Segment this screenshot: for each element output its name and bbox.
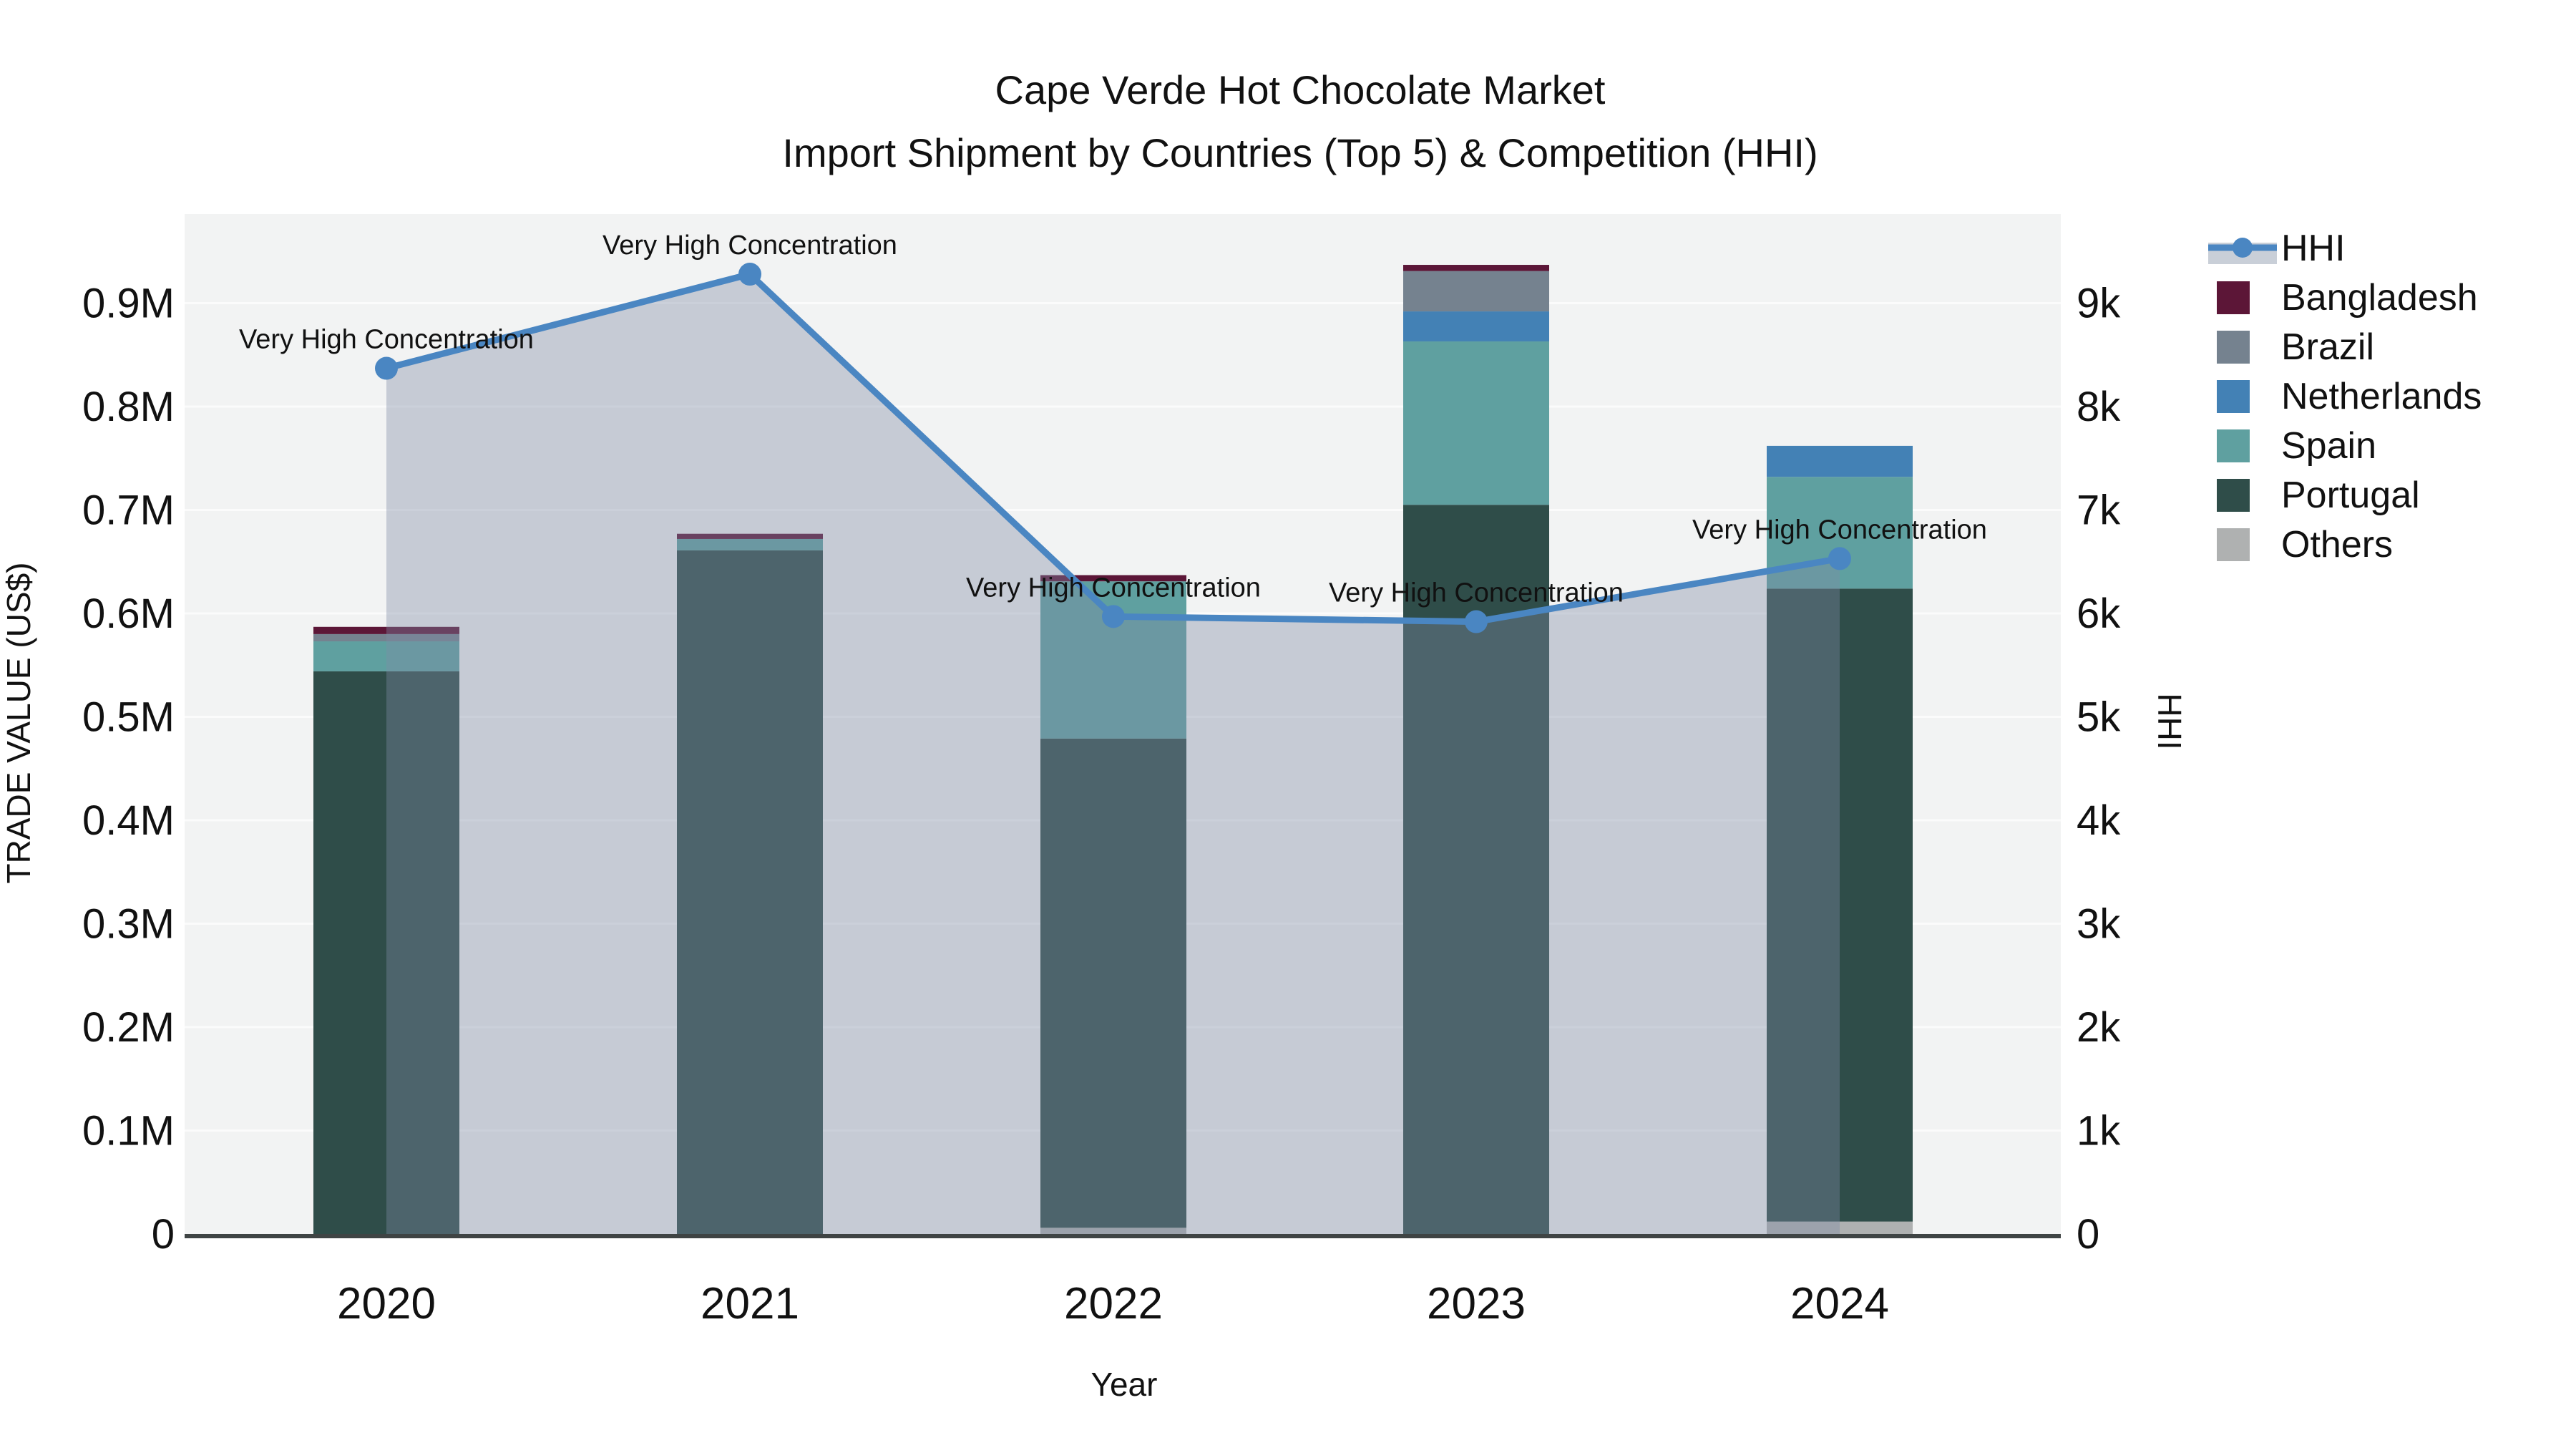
x-tick-2024: 2024 <box>1790 1279 1889 1328</box>
tick-labels-layer: 0 0.1M 0.2M 0.3M 0.4M 0.5M 0.6M 0.7M 0.8M 0.9M 0 1k… <box>82 281 2121 1329</box>
hhi-area-fill <box>386 274 1840 1234</box>
bar-segment-2022-bangladesh[interactable] <box>1040 575 1186 582</box>
y-left-tick-0.3M: 0.3M <box>82 901 175 948</box>
legend-item-others[interactable]: Others <box>2217 524 2393 565</box>
legend-swatch-others <box>2217 528 2250 561</box>
legend-label-brazil: Brazil <box>2281 326 2374 368</box>
legend-item-hhi[interactable]: HHI <box>2208 228 2346 269</box>
x-axis-line <box>185 1234 2061 1238</box>
bar-segment-2023-bangladesh[interactable] <box>1403 265 1549 271</box>
axis-layer <box>185 1234 2061 1238</box>
y-right-tick-1k: 1k <box>2077 1108 2121 1155</box>
y-right-tick-8k: 8k <box>2077 384 2121 430</box>
bar-segment-2020-spain[interactable] <box>313 641 459 671</box>
hhi-area-layer <box>386 274 1840 1234</box>
y-left-tick-0.2M: 0.2M <box>82 1004 175 1051</box>
bar-segment-2021-bangladesh[interactable] <box>677 533 823 539</box>
annotation-2020: Very High Concentration <box>239 325 534 355</box>
y-left-tick-0.9M: 0.9M <box>82 281 175 327</box>
y-right-axis-title: HHI <box>2151 693 2188 749</box>
bar-segment-2020-brazil[interactable] <box>313 633 459 642</box>
chart-subtitle: Import Shipment by Countries (Top 5) & C… <box>782 130 1818 175</box>
y-left-tick-0.4M: 0.4M <box>82 797 175 844</box>
hhi-marker-2022[interactable] <box>1102 605 1125 628</box>
legend-item-portugal[interactable]: Portugal <box>2217 475 2420 516</box>
bar-segment-2023-brazil[interactable] <box>1403 271 1549 312</box>
hhi-marker-2021[interactable] <box>738 263 761 286</box>
legend-swatch-netherlands <box>2217 380 2250 413</box>
hhi-marker-2024[interactable] <box>1828 547 1851 570</box>
y-right-tick-5k: 5k <box>2077 694 2121 741</box>
bar-segment-2024-portugal[interactable] <box>1767 588 1913 1222</box>
bar-segment-2022-portugal[interactable] <box>1040 738 1186 1228</box>
legend-item-netherlands[interactable]: Netherlands <box>2217 376 2482 417</box>
y-left-tick-0.8M: 0.8M <box>82 384 175 430</box>
bar-segment-2023-spain[interactable] <box>1403 341 1549 505</box>
bars-layer <box>313 265 1913 1234</box>
x-tick-2020: 2020 <box>337 1279 436 1328</box>
bar-segment-2022-others[interactable] <box>1040 1228 1186 1234</box>
bar-segment-2024-others[interactable] <box>1767 1221 1913 1234</box>
hhi-marker-2020[interactable] <box>375 356 398 380</box>
hhi-line-layer <box>375 263 1851 633</box>
y-left-tick-0.5M: 0.5M <box>82 694 175 741</box>
y-left-tick-0.7M: 0.7M <box>82 487 175 534</box>
legend-label-bangladesh: Bangladesh <box>2281 277 2478 319</box>
y-right-tick-4k: 4k <box>2077 797 2121 844</box>
bar-segment-2020-portugal[interactable] <box>313 671 459 1234</box>
legend-label-netherlands: Netherlands <box>2281 376 2482 417</box>
y-left-tick-0: 0 <box>152 1211 175 1258</box>
bar-segment-2024-netherlands[interactable] <box>1767 445 1913 477</box>
chart-title: Cape Verde Hot Chocolate Market <box>995 67 1606 112</box>
legend-label-portugal: Portugal <box>2281 475 2420 516</box>
legend-item-spain[interactable]: Spain <box>2217 425 2376 467</box>
legend-swatch-bangladesh <box>2217 281 2250 314</box>
bar-segment-2023-netherlands[interactable] <box>1403 311 1549 341</box>
legend-label-hhi: HHI <box>2281 228 2346 269</box>
y-right-tick-9k: 9k <box>2077 281 2121 327</box>
annotation-2022: Very High Concentration <box>966 573 1261 603</box>
legend-label-spain: Spain <box>2281 425 2376 467</box>
bar-segment-2021-portugal[interactable] <box>677 550 823 1234</box>
legend-hhi-marker <box>2233 238 2253 258</box>
x-tick-2021: 2021 <box>701 1279 799 1328</box>
y-right-tick-6k: 6k <box>2077 591 2121 637</box>
legend: HHI Bangladesh Brazil Netherlands Spain Portu… <box>2208 228 2482 565</box>
y-left-tick-0.6M: 0.6M <box>82 591 175 637</box>
legend-swatch-portugal <box>2217 479 2250 512</box>
x-tick-2022: 2022 <box>1064 1279 1163 1328</box>
annotation-2024: Very High Concentration <box>1692 515 1987 545</box>
y-left-tick-0.1M: 0.1M <box>82 1108 175 1155</box>
legend-swatch-spain <box>2217 429 2250 462</box>
legend-item-bangladesh[interactable]: Bangladesh <box>2217 277 2478 319</box>
y-right-tick-3k: 3k <box>2077 901 2121 948</box>
bar-segment-2021-spain[interactable] <box>677 538 823 550</box>
bar-segment-2020-bangladesh[interactable] <box>313 626 459 634</box>
y-left-axis-title: TRADE VALUE (US$) <box>0 562 37 883</box>
legend-swatch-brazil <box>2217 331 2250 364</box>
x-tick-2023: 2023 <box>1427 1279 1526 1328</box>
y-right-tick-0: 0 <box>2077 1211 2099 1258</box>
annotation-2023: Very High Concentration <box>1329 578 1624 608</box>
x-axis-title: Year <box>1091 1366 1158 1403</box>
annotation-2021: Very High Concentration <box>602 230 897 261</box>
y-right-tick-7k: 7k <box>2077 487 2121 534</box>
annotations-layer: Very High Concentration Very High Concent… <box>239 230 1987 608</box>
hhi-marker-2023[interactable] <box>1465 610 1488 633</box>
legend-label-others: Others <box>2281 524 2393 565</box>
legend-item-brazil[interactable]: Brazil <box>2217 326 2374 368</box>
y-right-tick-2k: 2k <box>2077 1004 2121 1051</box>
